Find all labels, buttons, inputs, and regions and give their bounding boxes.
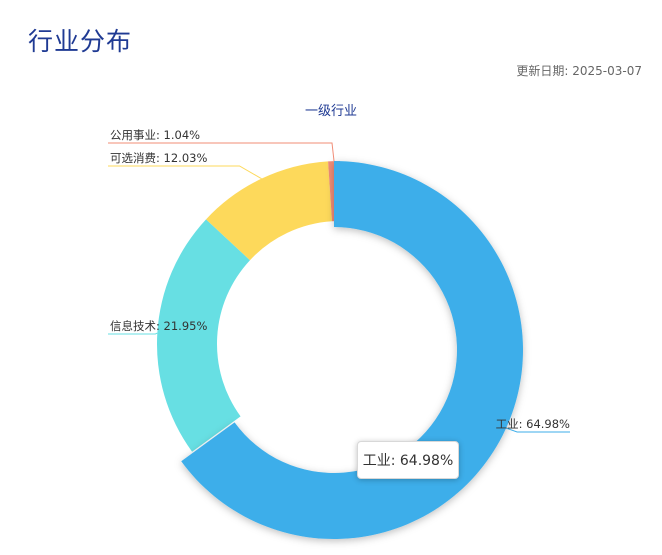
chart-title: 一级行业: [304, 104, 357, 119]
slice-label-2: 信息技术: 21.95%: [110, 319, 207, 333]
slice-label-1: 工业: 64.98%: [496, 417, 570, 431]
slice-label-3: 可选消费: 12.03%: [110, 151, 207, 165]
label-line-4: [108, 142, 335, 162]
slice-3[interactable]: [206, 161, 332, 261]
update-date: 更新日期: 2025-03-07: [516, 62, 642, 79]
slice-2[interactable]: [157, 219, 250, 452]
label-line-3: [108, 165, 262, 180]
update-date-label: 更新日期:: [516, 64, 569, 78]
page-title: 行业分布: [28, 27, 133, 56]
label-line-1: [502, 426, 570, 433]
update-date-value: 2025-03-07: [572, 64, 642, 78]
label-line-2: [108, 332, 158, 335]
chart-tooltip: 工业: 64.98%: [357, 441, 459, 479]
slice-label-4: 公用事业: 1.04%: [110, 128, 200, 142]
